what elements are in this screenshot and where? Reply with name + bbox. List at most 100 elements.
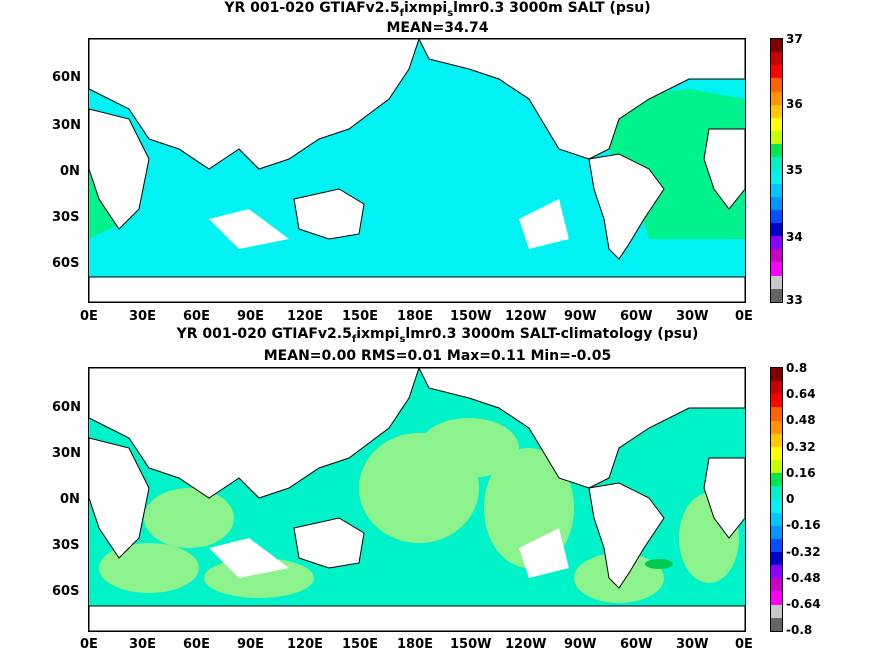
colorbar-swatch — [771, 144, 782, 158]
x-label: 0E — [735, 637, 753, 652]
colorbar-swatch — [771, 525, 782, 539]
colorbar-label: 36 — [786, 97, 803, 111]
land-africa — [89, 437, 150, 559]
land-africa-east — [703, 457, 745, 539]
x-label: 180E — [397, 309, 434, 324]
colorbar-swatch — [771, 183, 782, 197]
ridge-gap — [209, 209, 289, 249]
colorbar-swatch — [771, 381, 782, 395]
land-north-america — [418, 368, 745, 489]
colorbar-swatch — [771, 39, 782, 53]
colorbar-swatch — [771, 604, 782, 618]
x-label: 150W — [450, 309, 492, 324]
colorbar-label: 0.48 — [786, 413, 816, 427]
colorbar-label: 34 — [786, 230, 803, 244]
land-australia — [293, 517, 365, 569]
colorbar-swatch — [771, 538, 782, 552]
ridge-gap — [519, 199, 569, 249]
colorbar-label: 0.8 — [786, 361, 808, 375]
top-stats: MEAN=34.74 — [386, 20, 489, 36]
land-africa-east — [703, 128, 745, 210]
colorbar-swatch — [771, 65, 782, 79]
colorbar-swatch — [771, 91, 782, 105]
bottom-colorbar — [770, 367, 783, 632]
y-label: 30S — [52, 538, 80, 553]
colorbar-label: 0.16 — [786, 466, 816, 480]
colorbar-swatch — [771, 249, 782, 263]
colorbar-swatch — [771, 420, 782, 434]
y-label: 0N — [60, 492, 80, 507]
y-label: 60N — [52, 400, 81, 415]
land-antarctica — [89, 605, 745, 631]
colorbar-swatch — [771, 394, 782, 408]
y-label: 60S — [52, 584, 80, 599]
colorbar-label: 33 — [786, 293, 803, 307]
land-australia — [293, 188, 365, 240]
top-map — [88, 38, 746, 303]
colorbar-swatch — [771, 499, 782, 513]
colorbar-swatch — [771, 170, 782, 184]
land-south-america — [588, 153, 665, 260]
x-label: 30E — [129, 309, 156, 324]
colorbar-swatch — [771, 52, 782, 66]
colorbar-swatch — [771, 433, 782, 447]
colorbar-swatch — [771, 222, 782, 237]
x-label: 90W — [564, 309, 597, 324]
land-eurasia — [89, 39, 420, 170]
colorbar-swatch — [771, 565, 782, 579]
colorbar-swatch — [771, 236, 782, 250]
colorbar-swatch — [771, 117, 782, 131]
colorbar-swatch — [771, 209, 782, 223]
colorbar-swatch — [771, 368, 782, 382]
colorbar-swatch — [771, 473, 782, 487]
x-label: 60W — [620, 309, 653, 324]
x-label: 120W — [505, 637, 547, 652]
x-label: 150E — [342, 309, 379, 324]
colorbar-swatch — [771, 262, 782, 276]
colorbar-swatch — [771, 130, 782, 145]
land-south-america — [588, 482, 665, 589]
x-label: 120W — [505, 309, 547, 324]
colorbar-swatch — [771, 157, 782, 171]
colorbar-label: 0.32 — [786, 440, 816, 454]
land-eurasia — [89, 368, 420, 499]
colorbar-label: -0.8 — [786, 623, 813, 637]
colorbar-label: -0.48 — [786, 571, 821, 585]
colorbar-swatch — [771, 407, 782, 421]
x-label: 90W — [564, 637, 597, 652]
colorbar-swatch — [771, 591, 782, 605]
ridge-gap — [209, 538, 289, 578]
top-title: YR 001-020 GTIAFv2.5fixmpislmr0.3 3000m … — [224, 0, 651, 19]
colorbar-label: 35 — [786, 163, 803, 177]
colorbar-swatch — [771, 104, 782, 118]
colorbar-swatch — [771, 288, 782, 302]
x-label: 30E — [129, 637, 156, 652]
colorbar-swatch — [771, 196, 782, 210]
colorbar-swatch — [771, 617, 782, 631]
bottom-stats: MEAN=0.00 RMS=0.01 Max=0.11 Min=-0.05 — [263, 348, 612, 364]
colorbar-label: 37 — [786, 32, 803, 46]
positive-anomaly — [645, 559, 673, 569]
bottom-title: YR 001-020 GTIAFv2.5fixmpislmr0.3 3000m … — [176, 326, 699, 345]
x-label: 120E — [287, 637, 324, 652]
x-label: 0E — [80, 309, 98, 324]
x-label: 0E — [80, 637, 98, 652]
colorbar-swatch — [771, 512, 782, 526]
colorbar-swatch — [771, 78, 782, 92]
x-label: 30W — [676, 309, 709, 324]
y-label: 0N — [60, 164, 80, 179]
colorbar-label: -0.16 — [786, 518, 821, 532]
colorbar-swatch — [771, 446, 782, 460]
anomaly-patches — [99, 418, 739, 603]
x-label: 0E — [735, 309, 753, 324]
top-colorbar — [770, 38, 783, 303]
land-antarctica — [89, 276, 745, 302]
land-north-america — [418, 39, 745, 160]
y-label: 30N — [52, 446, 81, 461]
y-label: 60N — [52, 70, 81, 85]
colorbar-swatch — [771, 486, 782, 500]
colorbar-swatch — [771, 551, 782, 566]
x-label: 180E — [397, 637, 434, 652]
bottom-map — [88, 367, 746, 632]
x-label: 60E — [183, 637, 210, 652]
